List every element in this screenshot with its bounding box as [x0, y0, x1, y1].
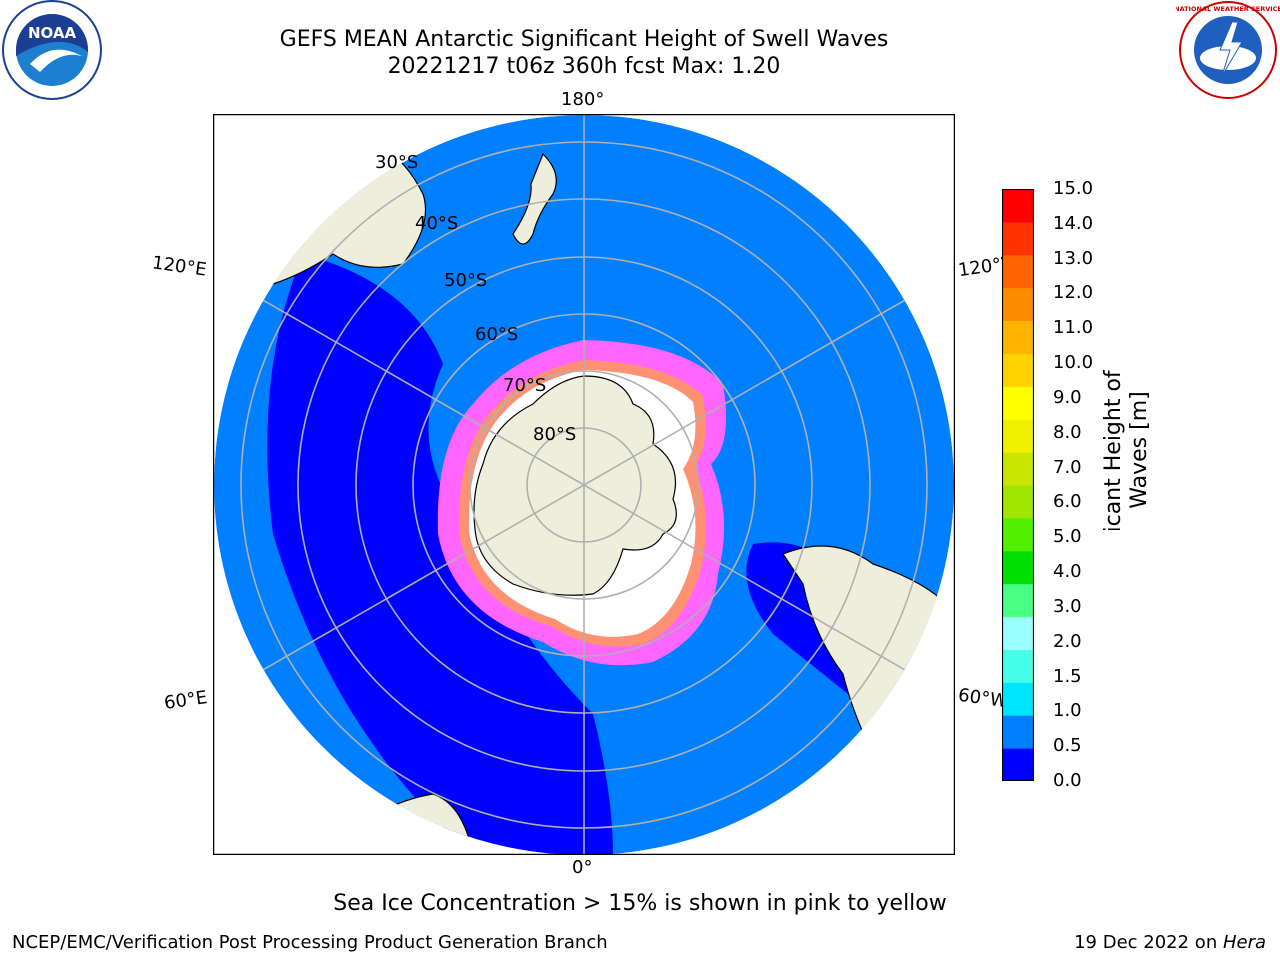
colorbar-band [1002, 221, 1034, 256]
colorbar-band [1002, 452, 1034, 486]
lon-label-60e: 60°E [162, 687, 209, 714]
colorbar-label-line1: Significant Height of Swell [1101, 370, 1126, 530]
colorbar-band [1002, 189, 1034, 223]
colorbar-band [1002, 287, 1034, 322]
colorbar-band [1002, 353, 1034, 387]
colorbar-tick-label: 2.0 [1053, 630, 1082, 652]
title-line-1: GEFS MEAN Antarctic Significant Height o… [279, 27, 889, 52]
lat-label-40s: 40°S [415, 213, 459, 234]
colorbar-tick-label: 3.0 [1053, 595, 1082, 617]
colorbar-band [1002, 649, 1034, 683]
nws-logo-text: NATIONAL WEATHER SERVICE [1176, 5, 1280, 13]
colorbar-tick-label: 0.0 [1053, 770, 1082, 791]
colorbar-tick-label: 7.0 [1053, 456, 1082, 478]
title-line-2: 20221217 t06z 360h fcst Max: 1.20 [387, 54, 781, 79]
colorbar-band [1002, 485, 1034, 519]
colorbar-tick-label: 1.0 [1053, 700, 1082, 722]
noaa-logo: NOAA [2, 0, 102, 100]
lat-label-60s: 60°S [475, 324, 519, 345]
colorbar-tick-label: 8.0 [1053, 421, 1082, 443]
colorbar-band [1002, 254, 1034, 289]
footer-branch: NCEP/EMC/Verification Post Processing Pr… [12, 932, 608, 953]
colorbar-band [1002, 715, 1034, 749]
colorbar-band [1002, 517, 1034, 552]
lat-label-50s: 50°S [444, 270, 488, 291]
colorbar-tick-label: 9.0 [1053, 386, 1082, 408]
footer-date: 19 Dec 2022 on Hera [1074, 932, 1266, 953]
colorbar-tick-label: 12.0 [1053, 282, 1094, 304]
colorbar-tick-label: 0.5 [1053, 735, 1082, 757]
colorbar-band [1002, 748, 1034, 781]
lon-label-0: 0° [572, 857, 593, 878]
lon-label-180: 180° [561, 89, 605, 110]
footer-host: Hera [1222, 932, 1266, 953]
colorbar-tick-label: 6.0 [1053, 491, 1082, 513]
colorbar-band [1002, 419, 1034, 453]
colorbar-band [1002, 682, 1034, 716]
lat-label-80s: 80°S [533, 424, 577, 445]
colorbar-tick-label: 5.0 [1053, 526, 1082, 548]
colorbar [1002, 189, 1034, 781]
polar-map [213, 114, 955, 855]
colorbar-tick-label: 1.5 [1053, 665, 1082, 687]
noaa-logo-text: NOAA [28, 24, 77, 42]
lat-label-70s: 70°S [503, 375, 547, 396]
colorbar-band [1002, 320, 1034, 354]
colorbar-tick-label: 15.0 [1053, 178, 1094, 199]
sea-ice-caption: Sea Ice Concentration > 15% is shown in … [333, 891, 947, 916]
low-swell-zone-indian [267, 254, 613, 855]
colorbar-band [1002, 386, 1034, 420]
colorbar-tick-label: 4.0 [1053, 561, 1082, 583]
colorbar-band [1002, 616, 1034, 650]
colorbar-band [1002, 583, 1034, 618]
colorbar-tick-label: 14.0 [1053, 212, 1094, 234]
colorbar-tick-label: 13.0 [1053, 247, 1094, 269]
colorbar-tick-label: 10.0 [1053, 352, 1094, 374]
colorbar-band [1002, 550, 1034, 585]
lat-label-30s: 30°S [375, 152, 419, 173]
new-zealand-landmass [512, 152, 557, 245]
lon-label-120e: 120°E [150, 252, 208, 281]
colorbar-tick-label: 11.0 [1053, 317, 1094, 339]
footer-date-text: 19 Dec 2022 on [1074, 932, 1223, 953]
colorbar-label: Significant Height of Swell Waves [m] [1101, 370, 1152, 530]
colorbar-label-line2: Waves [m] [1127, 391, 1152, 508]
nws-logo: NATIONAL WEATHER SERVICE [1176, 1, 1280, 99]
antarctica-landmass [473, 375, 677, 596]
map-frame [213, 114, 955, 855]
